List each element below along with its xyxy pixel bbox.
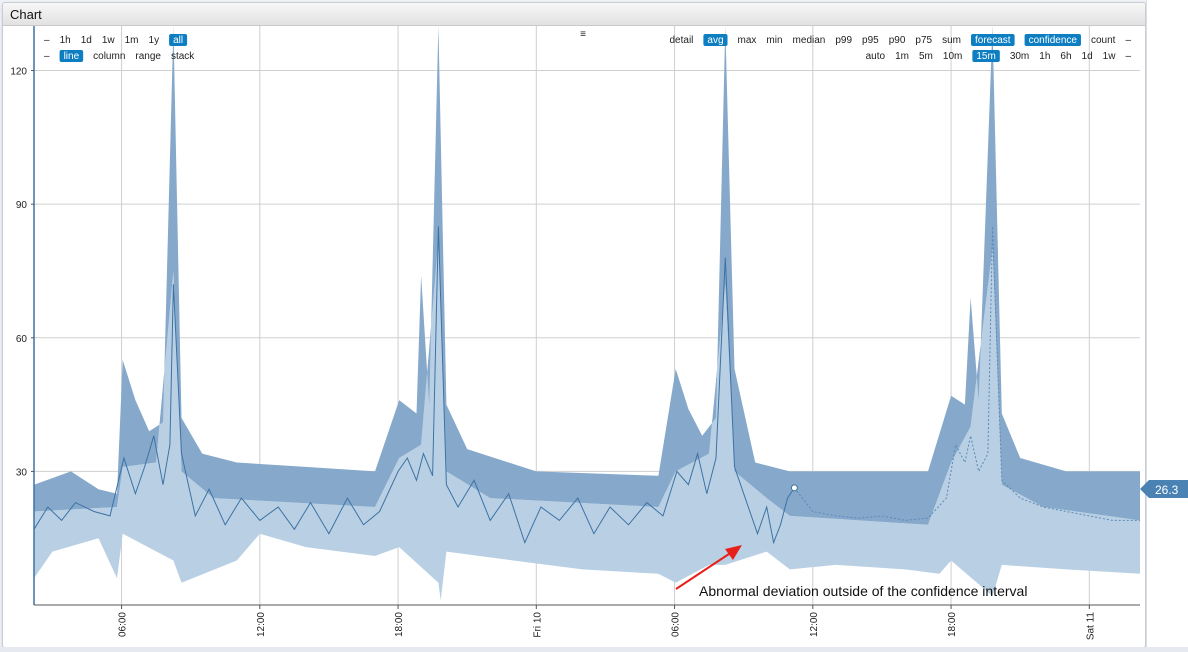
toolbar-period-1d-button[interactable]: 1d: [1082, 51, 1093, 62]
toolbar-range-1h-button[interactable]: 1h: [60, 35, 71, 46]
toolbar-type-line-button[interactable]: line: [64, 51, 80, 62]
confidence-lower-band: [34, 239, 1140, 601]
toolbar-stat-min-button[interactable]: min: [766, 35, 782, 46]
toolbar-stat-sum-button[interactable]: sum: [942, 35, 961, 46]
x-tick-label: 06:00: [118, 612, 129, 637]
x-tick-label: 18:00: [947, 612, 958, 637]
toolbar-stat-max-button[interactable]: max: [738, 35, 757, 46]
toolbar-type-stack-button[interactable]: stack: [171, 51, 195, 62]
toolbar-stat-p99-button[interactable]: p99: [835, 35, 852, 46]
toolbar-stat-avg-button[interactable]: avg: [707, 35, 723, 46]
series-avg-line: [33, 226, 795, 545]
toolbar-range-1d-button[interactable]: 1d: [81, 35, 92, 46]
x-tick-label: 12:00: [809, 612, 820, 637]
toolbar-range-all-bg: [169, 34, 188, 46]
confidence-bands: [34, 26, 1140, 601]
toolbar-period-auto-button[interactable]: auto: [866, 51, 886, 62]
annotation-arrow: [675, 549, 736, 590]
toolbar-range-collapse-button[interactable]: –: [44, 35, 50, 46]
toolbar-stat-p75-button[interactable]: p75: [915, 35, 932, 46]
toolbar-range-all-button[interactable]: all: [173, 35, 183, 46]
series-lines: [33, 226, 1140, 545]
y-tick-label: 120: [10, 67, 27, 78]
toolbar-type-collapse-button[interactable]: –: [44, 51, 50, 62]
toolbar-period-1m-button[interactable]: 1m: [895, 51, 909, 62]
toolbar-period-15m-button[interactable]: 15m: [976, 51, 995, 62]
last-value-badge: 26.3: [1140, 480, 1188, 498]
toolbar-stat-forecast-button[interactable]: forecast: [975, 35, 1011, 46]
toolbar-type-column-button[interactable]: column: [93, 51, 125, 62]
right-side-panel: [1146, 0, 1188, 652]
toolbar-range-1w-button[interactable]: 1w: [102, 35, 116, 46]
window-title: Chart: [10, 7, 42, 22]
toolbar-stat-confidence-button[interactable]: confidence: [1029, 35, 1078, 46]
x-tick-label: Sat 11: [1085, 612, 1096, 641]
annotation-arrowhead: [725, 545, 742, 560]
bottom-strip: [0, 647, 1188, 652]
toolbar-stat-collapse-button[interactable]: –: [1125, 35, 1131, 46]
toolbar-period-15m-bg: [972, 50, 1000, 62]
toolbar-range-1m-button[interactable]: 1m: [125, 35, 139, 46]
toolbar-stat-forecast-bg: [971, 34, 1015, 46]
window-header: Chart: [3, 3, 1145, 26]
toolbar-stat-median-button[interactable]: median: [793, 35, 826, 46]
toolbar-stat-avg-bg: [703, 34, 728, 46]
annotation-group: Abnormal deviation outside of the confid…: [675, 545, 1027, 599]
toolbar-period-6h-button[interactable]: 6h: [1060, 51, 1071, 62]
toolbar-stat-detail-button[interactable]: detail: [669, 35, 693, 46]
chart-toolbar: –1h 1d 1w 1m 1y all– line column range stackdetai…: [44, 29, 1131, 62]
toolbar-range-1y-button[interactable]: 1y: [149, 35, 160, 46]
y-tick-label: 60: [16, 334, 28, 345]
toolbar-period-10m-button[interactable]: 10m: [943, 51, 962, 62]
axes: 30 60 90 120 06:00 12:00 18:00 Fri 10 06:00 12:00…: [10, 26, 1140, 640]
toolbar-period-5m-button[interactable]: 5m: [919, 51, 933, 62]
toolbar-period-30m-button[interactable]: 30m: [1010, 51, 1029, 62]
toolbar-period-1w-button[interactable]: 1w: [1103, 51, 1117, 62]
toolbar-stat-p95-button[interactable]: p95: [862, 35, 879, 46]
toolbar-stat-confidence-bg: [1024, 34, 1081, 46]
badge-shape: [1140, 480, 1188, 498]
series-forecast-line: [794, 226, 1140, 521]
last-value-marker: [790, 484, 798, 492]
menu-icon[interactable]: ≡: [580, 29, 586, 40]
annotation-text: Abnormal deviation outside of the confid…: [699, 583, 1027, 599]
x-tick-label: 18:00: [394, 612, 405, 637]
badge-value: 26.3: [1155, 483, 1179, 497]
confidence-upper-band: [34, 26, 1140, 525]
x-tick-label: Fri 10: [532, 612, 543, 638]
toolbar-period-collapse-button[interactable]: –: [1125, 51, 1131, 62]
toolbar-stat-count-button[interactable]: count: [1091, 35, 1116, 46]
toolbar-period-1h-button[interactable]: 1h: [1039, 51, 1050, 62]
y-tick-label: 90: [16, 200, 28, 211]
toolbar-stat-p90-button[interactable]: p90: [889, 35, 906, 46]
toolbar-type-line-bg: [59, 50, 84, 62]
x-tick-label: 06:00: [671, 612, 682, 637]
toolbar-type-range-button[interactable]: range: [135, 51, 161, 62]
y-tick-label: 30: [16, 467, 28, 478]
x-tick-label: 12:00: [256, 612, 267, 637]
